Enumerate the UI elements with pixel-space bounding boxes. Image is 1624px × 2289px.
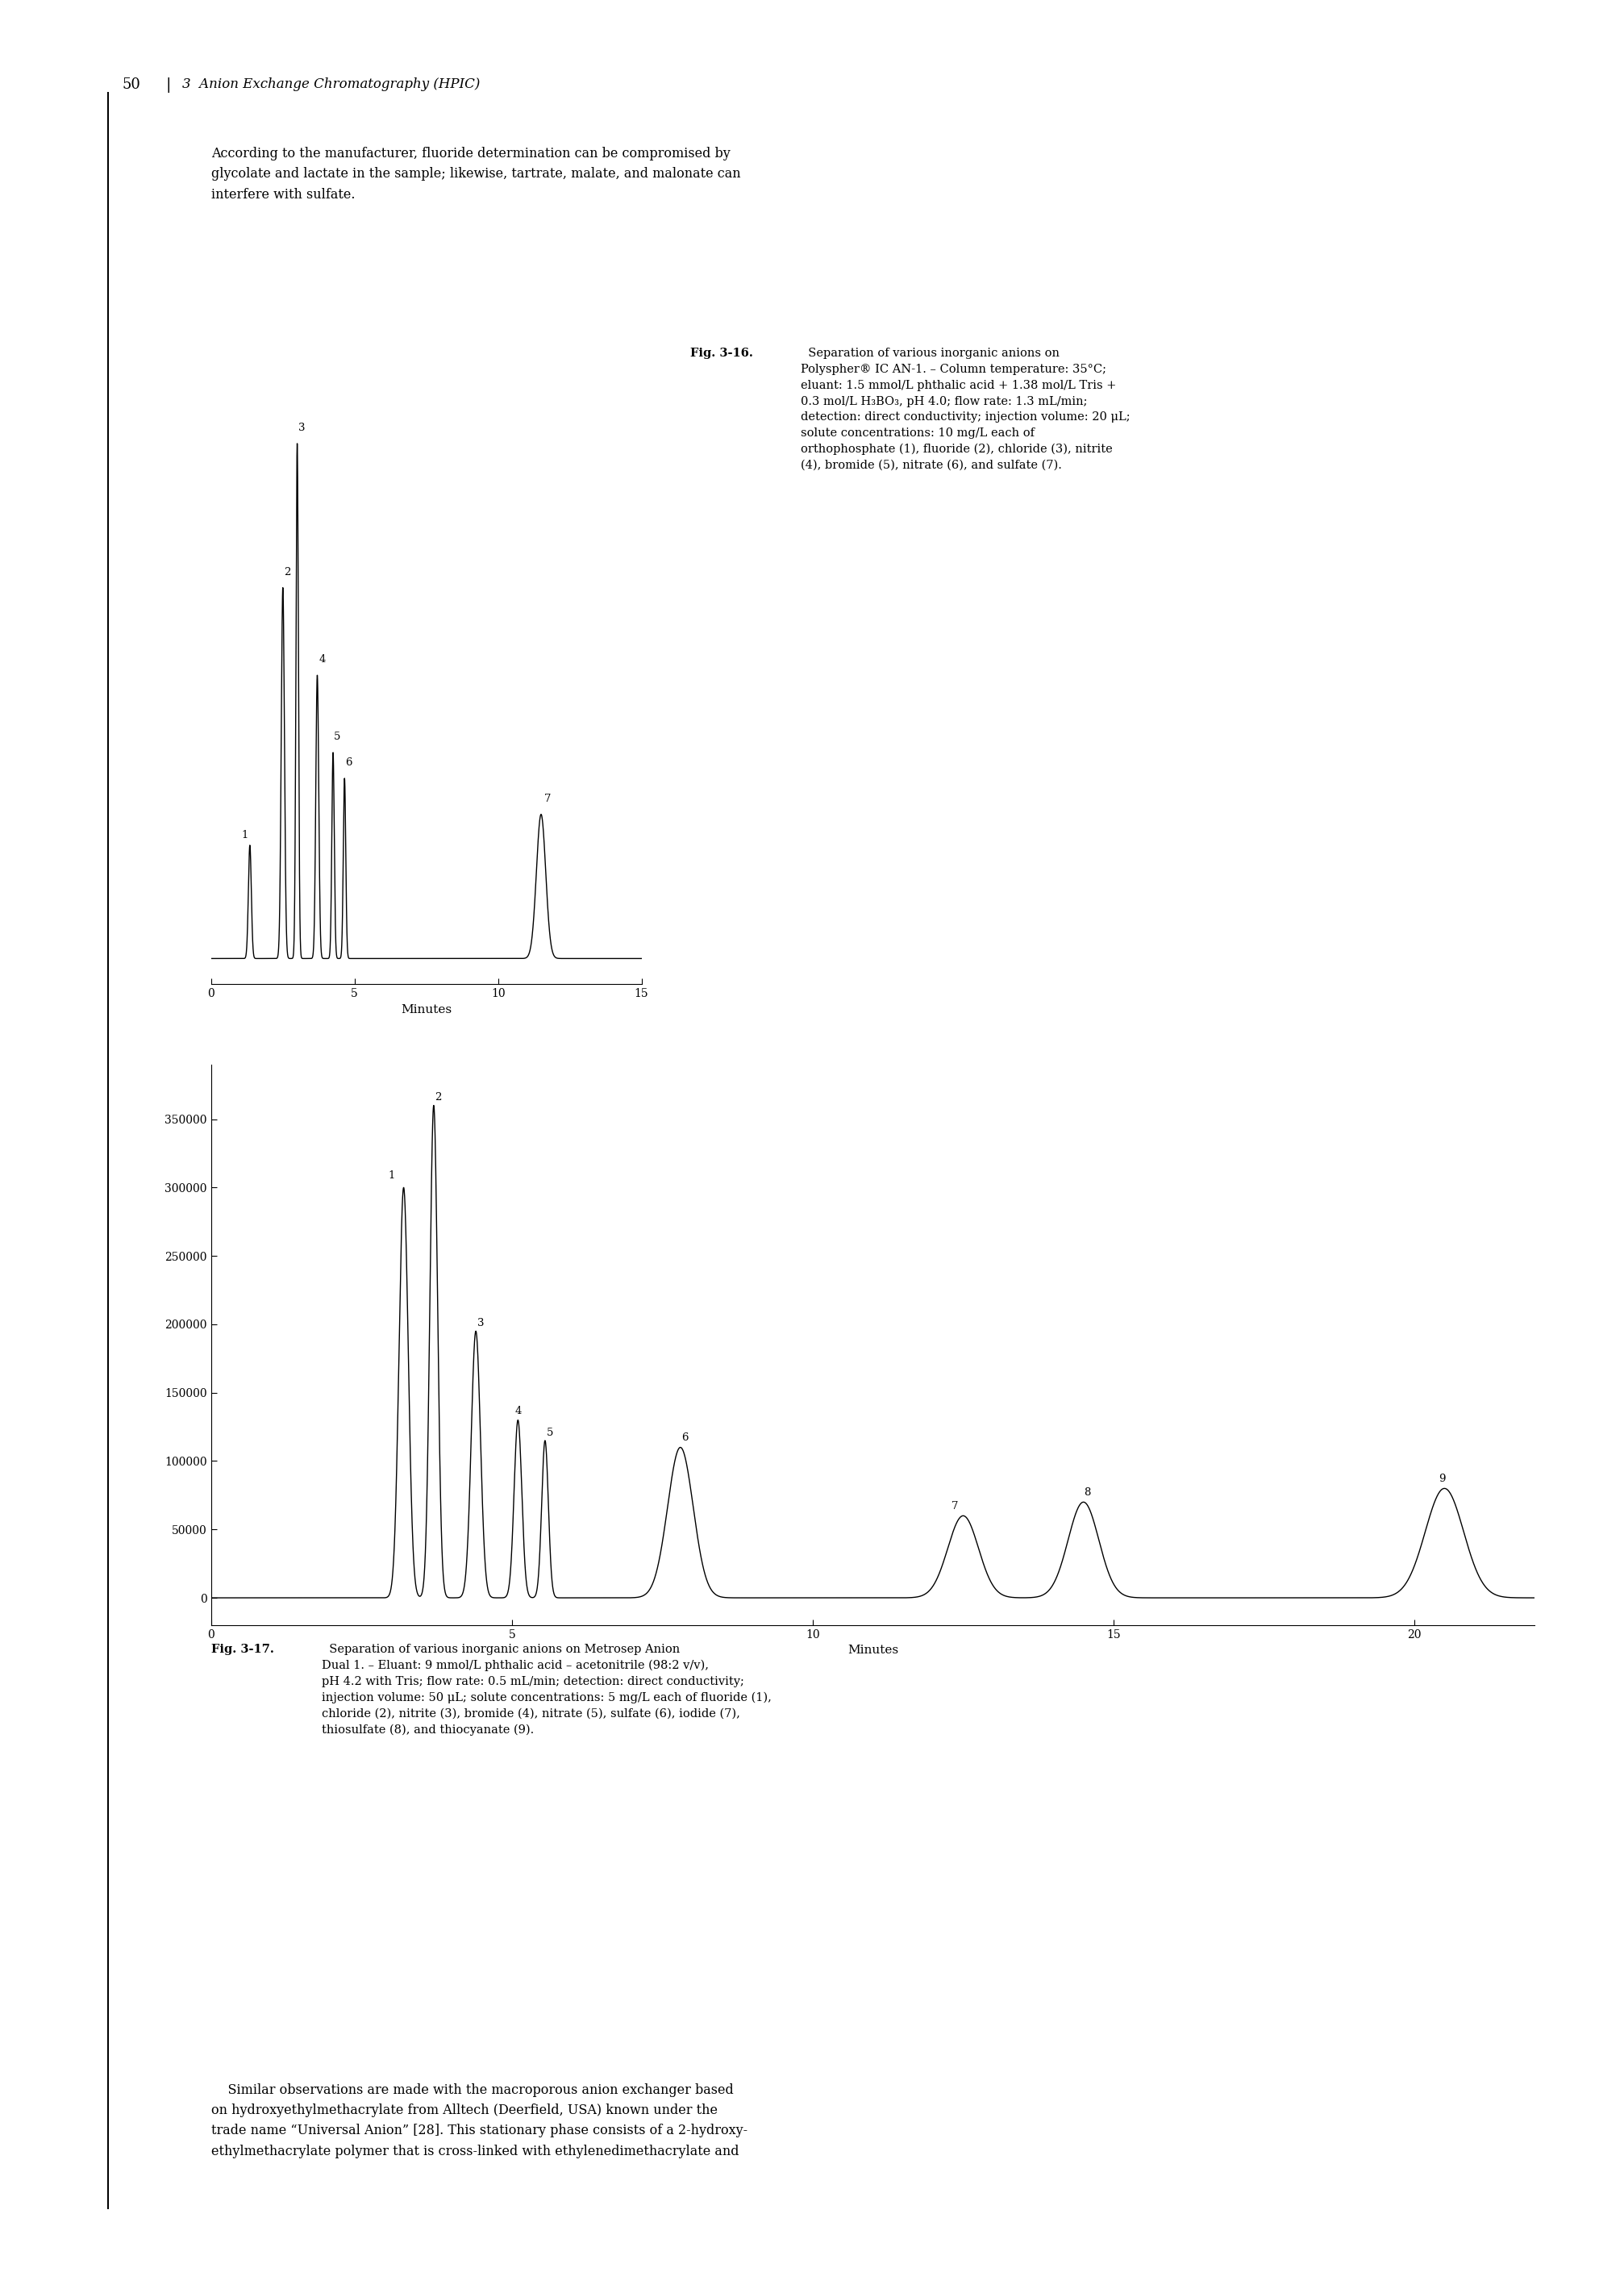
X-axis label: Minutes: Minutes [401, 1005, 451, 1016]
Text: 3: 3 [477, 1318, 484, 1328]
Text: Fig. 3-16.: Fig. 3-16. [690, 348, 754, 359]
Text: 2: 2 [435, 1092, 442, 1103]
Text: 9: 9 [1439, 1474, 1445, 1483]
Text: 1: 1 [242, 829, 248, 840]
Text: 7: 7 [544, 794, 551, 803]
Text: |: | [166, 78, 171, 94]
Text: According to the manufacturer, fluoride determination can be compromised by
glyc: According to the manufacturer, fluoride … [211, 146, 741, 201]
Text: 3  Anion Exchange Chromatography (HPIC): 3 Anion Exchange Chromatography (HPIC) [182, 78, 479, 92]
Text: Fig. 3-17.: Fig. 3-17. [211, 1644, 274, 1655]
Text: 4: 4 [515, 1405, 521, 1417]
Text: Separation of various inorganic anions on Metrosep Anion
Dual 1. – Eluant: 9 mmo: Separation of various inorganic anions o… [322, 1644, 771, 1735]
Text: 1: 1 [388, 1170, 395, 1181]
Text: 50: 50 [122, 78, 140, 92]
Text: 4: 4 [318, 655, 325, 664]
X-axis label: Minutes: Minutes [848, 1646, 898, 1657]
Text: 5: 5 [335, 732, 341, 742]
Text: 5: 5 [546, 1428, 554, 1437]
Text: 6: 6 [682, 1433, 689, 1444]
Text: 3: 3 [299, 423, 305, 433]
Text: 7: 7 [952, 1502, 958, 1511]
Text: 6: 6 [346, 758, 352, 769]
Text: Similar observations are made with the macroporous anion exchanger based
on hydr: Similar observations are made with the m… [211, 2083, 747, 2159]
Text: 8: 8 [1083, 1488, 1090, 1497]
Text: Separation of various inorganic anions on
Polyspher® IC AN-1. – Column temperatu: Separation of various inorganic anions o… [801, 348, 1130, 472]
Text: 2: 2 [284, 568, 291, 577]
